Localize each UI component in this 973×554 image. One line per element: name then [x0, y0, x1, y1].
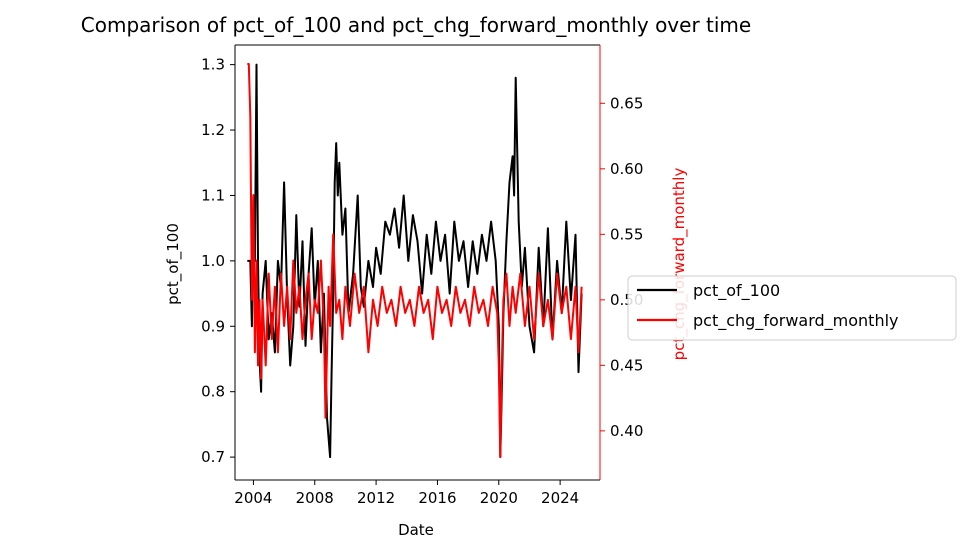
y-tick-label: 1.0 — [201, 252, 225, 270]
y-tick-label: 1.1 — [201, 186, 225, 204]
y-tick-label: 0.8 — [201, 383, 225, 401]
y-tick-label: 1.2 — [201, 121, 225, 139]
legend-label-pct-of-100: pct_of_100 — [693, 281, 780, 301]
y2-tick-label: 0.55 — [610, 225, 643, 243]
legend-frame — [627, 275, 957, 341]
x-axis: 2004 2008 2012 2016 2020 2024 — [234, 480, 579, 507]
y2-tick-label: 0.60 — [610, 160, 643, 178]
y2-tick-label: 0.65 — [610, 94, 643, 112]
x-tick-label: 2012 — [357, 489, 395, 507]
x-tick-label: 2020 — [480, 489, 518, 507]
y2-tick-label: 0.45 — [610, 356, 643, 374]
y-tick-label: 0.7 — [201, 448, 225, 466]
legend-label-pct-chg: pct_chg_forward_monthly — [693, 311, 899, 331]
plot-area — [234, 44, 601, 481]
y-axis-left: 0.7 0.8 0.9 1.0 1.1 1.2 1.3 — [201, 56, 235, 466]
x-tick-label: 2016 — [418, 489, 456, 507]
x-tick-label: 2024 — [541, 489, 579, 507]
y-tick-label: 1.3 — [201, 56, 225, 74]
series-line-pct-of-100 — [247, 63, 583, 459]
series-line-pct-chg-forward-monthly — [247, 63, 583, 459]
legend: pct_of_100 pct_chg_forward_monthly — [627, 275, 957, 341]
x-tick-label: 2008 — [296, 489, 334, 507]
x-tick-label: 2004 — [234, 489, 272, 507]
y-axis-right: 0.400.450.500.550.600.65 — [600, 94, 643, 440]
y-tick-label: 0.9 — [201, 317, 225, 335]
y2-tick-label: 0.40 — [610, 422, 643, 440]
x-axis-label: Date — [398, 521, 434, 539]
y-axis-label: pct_of_100 — [164, 223, 183, 305]
chart-title: Comparison of pct_of_100 and pct_chg_for… — [81, 13, 751, 37]
